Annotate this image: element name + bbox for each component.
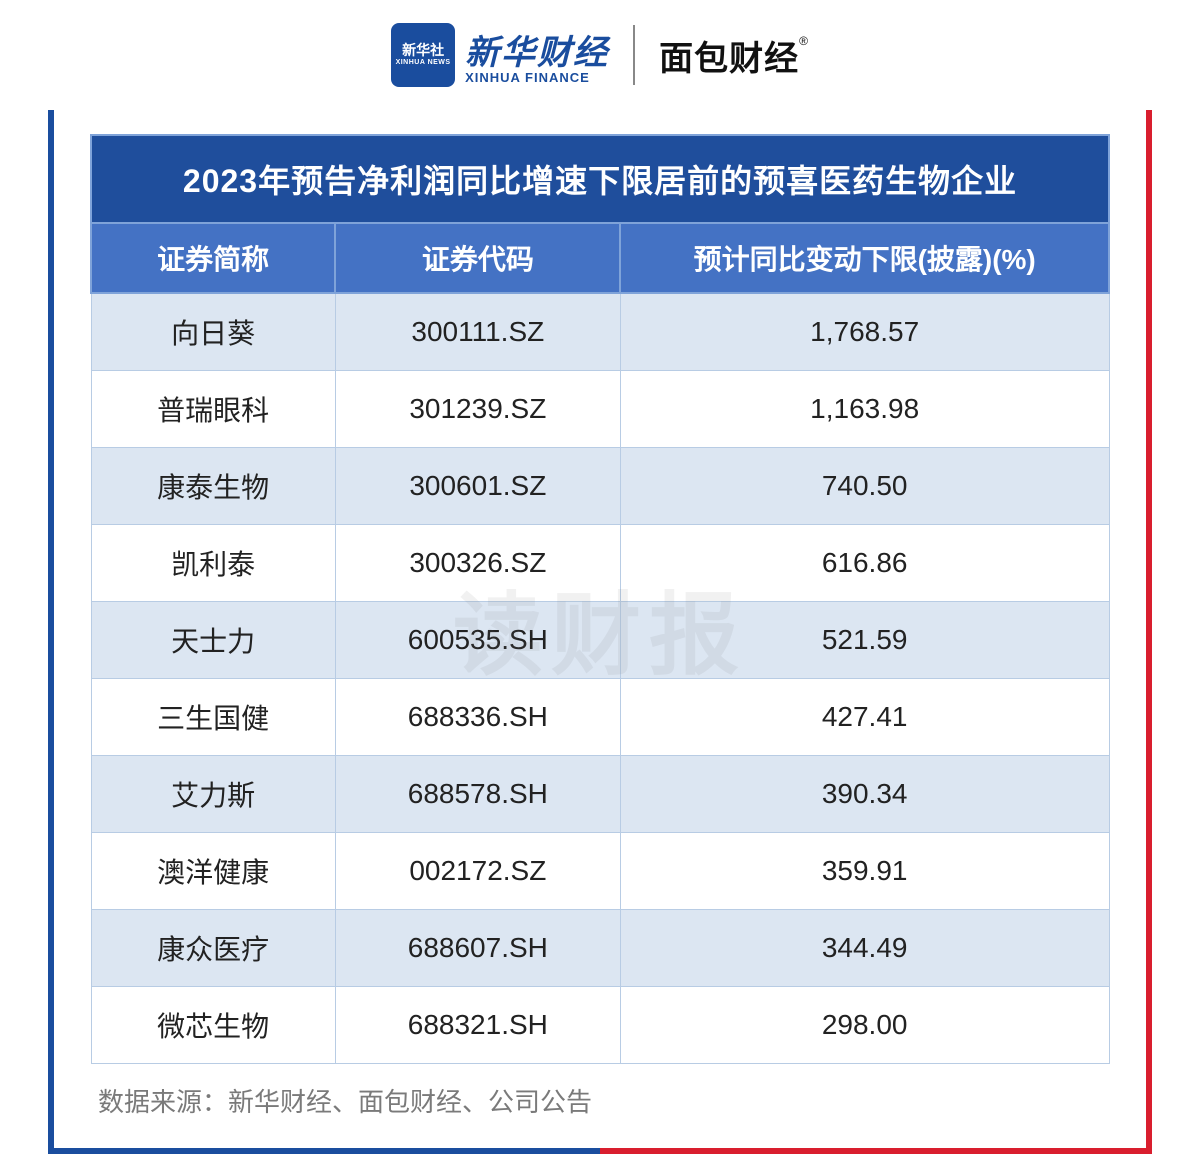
xinhua-en: XINHUA FINANCE bbox=[465, 70, 609, 85]
cell-name: 康众医疗 bbox=[91, 910, 335, 987]
col-header-pct: 预计同比变动下限(披露)(%) bbox=[620, 223, 1109, 293]
cell-code: 600535.SH bbox=[335, 602, 620, 679]
mianbao-cn: 面包财经 bbox=[659, 40, 799, 78]
cell-pct: 427.41 bbox=[620, 679, 1109, 756]
cell-name: 微芯生物 bbox=[91, 987, 335, 1064]
cell-name: 澳洋健康 bbox=[91, 833, 335, 910]
header-logos: 新华社 XINHUA NEWS 新华财经 XINHUA FINANCE 面包财经… bbox=[48, 0, 1152, 110]
table-row: 微芯生物 688321.SH 298.00 bbox=[91, 987, 1109, 1064]
registered-mark: ® bbox=[799, 34, 809, 48]
cell-name: 普瑞眼科 bbox=[91, 371, 335, 448]
col-header-name: 证券简称 bbox=[91, 223, 335, 293]
table-header-row: 证券简称 证券代码 预计同比变动下限(披露)(%) bbox=[91, 223, 1109, 293]
table-row: 凯利泰 300326.SZ 616.86 bbox=[91, 525, 1109, 602]
table-row: 三生国健 688336.SH 427.41 bbox=[91, 679, 1109, 756]
xinhua-badge-icon: 新华社 XINHUA NEWS bbox=[391, 23, 455, 87]
cell-code: 301239.SZ bbox=[335, 371, 620, 448]
table-container: 读财报 2023年预告净利润同比增速下限居前的预喜医药生物企业 证券简称 证券代… bbox=[90, 134, 1110, 1119]
cell-code: 688578.SH bbox=[335, 756, 620, 833]
xinhua-badge-en: XINHUA NEWS bbox=[396, 59, 451, 67]
table-row: 艾力斯 688578.SH 390.34 bbox=[91, 756, 1109, 833]
table-row: 普瑞眼科 301239.SZ 1,163.98 bbox=[91, 371, 1109, 448]
cell-code: 300326.SZ bbox=[335, 525, 620, 602]
cell-name: 天士力 bbox=[91, 602, 335, 679]
cell-pct: 521.59 bbox=[620, 602, 1109, 679]
cell-pct: 390.34 bbox=[620, 756, 1109, 833]
cell-name: 三生国健 bbox=[91, 679, 335, 756]
cell-pct: 616.86 bbox=[620, 525, 1109, 602]
table-row: 澳洋健康 002172.SZ 359.91 bbox=[91, 833, 1109, 910]
data-table: 2023年预告净利润同比增速下限居前的预喜医药生物企业 证券简称 证券代码 预计… bbox=[90, 134, 1110, 1064]
table-row: 天士力 600535.SH 521.59 bbox=[91, 602, 1109, 679]
logo-divider bbox=[633, 25, 635, 85]
table-footnote: 数据来源：新华财经、面包财经、公司公告 bbox=[90, 1082, 1110, 1119]
cell-name: 艾力斯 bbox=[91, 756, 335, 833]
cell-pct: 298.00 bbox=[620, 987, 1109, 1064]
cell-name: 康泰生物 bbox=[91, 448, 335, 525]
table-row: 康众医疗 688607.SH 344.49 bbox=[91, 910, 1109, 987]
cell-pct: 344.49 bbox=[620, 910, 1109, 987]
cell-code: 688336.SH bbox=[335, 679, 620, 756]
col-header-code: 证券代码 bbox=[335, 223, 620, 293]
table-title: 2023年预告净利润同比增速下限居前的预喜医药生物企业 bbox=[91, 135, 1109, 223]
table-row: 康泰生物 300601.SZ 740.50 bbox=[91, 448, 1109, 525]
cell-name: 向日葵 bbox=[91, 293, 335, 371]
cell-code: 300111.SZ bbox=[335, 293, 620, 371]
table-title-row: 2023年预告净利润同比增速下限居前的预喜医药生物企业 bbox=[91, 135, 1109, 223]
cell-code: 688321.SH bbox=[335, 987, 620, 1064]
cell-pct: 1,768.57 bbox=[620, 293, 1109, 371]
table-row: 向日葵 300111.SZ 1,768.57 bbox=[91, 293, 1109, 371]
xinhua-badge-cn: 新华社 bbox=[402, 43, 444, 58]
cell-code: 300601.SZ bbox=[335, 448, 620, 525]
cell-code: 688607.SH bbox=[335, 910, 620, 987]
xinhua-cn: 新华财经 bbox=[465, 25, 609, 74]
xinhua-logo: 新华社 XINHUA NEWS 新华财经 XINHUA FINANCE bbox=[391, 23, 609, 87]
cell-code: 002172.SZ bbox=[335, 833, 620, 910]
xinhua-text: 新华财经 XINHUA FINANCE bbox=[465, 25, 609, 85]
cell-pct: 1,163.98 bbox=[620, 371, 1109, 448]
cell-pct: 740.50 bbox=[620, 448, 1109, 525]
mianbao-logo: 面包财经® bbox=[659, 31, 809, 80]
cell-name: 凯利泰 bbox=[91, 525, 335, 602]
cell-pct: 359.91 bbox=[620, 833, 1109, 910]
